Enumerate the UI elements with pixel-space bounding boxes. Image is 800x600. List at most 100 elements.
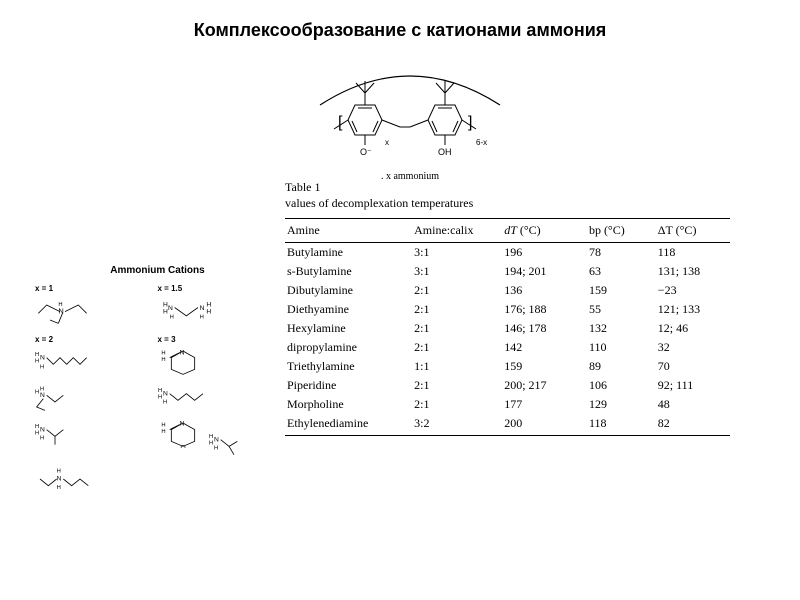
table-row: Morpholine2:117712948 (285, 395, 730, 414)
cell-amine: Hexylamine (285, 319, 412, 338)
cell-amine: Butylamine (285, 243, 412, 263)
calixarene-diagram: O⁻ [ x OH ] 6-x . x ammonium (280, 55, 540, 170)
cell-deltat: 121; 133 (656, 300, 730, 319)
svg-text:H: H (208, 441, 212, 447)
cell-dt: 194; 201 (502, 262, 587, 281)
svg-text:H: H (40, 386, 44, 392)
svg-text:N: N (213, 436, 218, 443)
svg-text:N: N (40, 426, 45, 433)
svg-text:O⁻: O⁻ (360, 147, 372, 157)
cations-heading: Ammonium Cations (35, 265, 280, 276)
cell-deltat: 70 (656, 357, 730, 376)
table-body: Butylamine3:119678118s-Butylamine3:1194;… (285, 243, 730, 436)
svg-text:H: H (206, 308, 211, 315)
table-row: Butylamine3:119678118 (285, 243, 730, 263)
cell-amine: Diethyamine (285, 300, 412, 319)
table-row: Piperidine2:1200; 21710692; 111 (285, 376, 730, 395)
col-ratio: Amine:calix (412, 219, 502, 243)
cell-bp: 78 (587, 243, 656, 263)
cell-deltat: −23 (656, 281, 730, 300)
cell-dt: 176; 188 (502, 300, 587, 319)
svg-text:H: H (57, 485, 61, 491)
cell-dt: 142 (502, 338, 587, 357)
cell-bp: 106 (587, 376, 656, 395)
cell-amine: Triethylamine (285, 357, 412, 376)
cell-deltat: 118 (656, 243, 730, 263)
structure-hexylamine: H H N H (35, 346, 118, 376)
cell-bp: 55 (587, 300, 656, 319)
svg-text:H: H (57, 468, 61, 474)
svg-text:H: H (35, 359, 39, 365)
cell-dt: 146; 178 (502, 319, 587, 338)
cell-amine: Ethylenediamine (285, 414, 412, 436)
cell-ratio: 2:1 (412, 300, 502, 319)
cell-deltat: 32 (656, 338, 730, 357)
cell-dt: 159 (502, 357, 587, 376)
svg-text:N: N (57, 476, 62, 483)
structure-s-butylamine: H H N H (35, 418, 118, 448)
svg-text:x: x (385, 138, 389, 147)
cell-bp: 89 (587, 357, 656, 376)
svg-text:H: H (208, 434, 212, 440)
svg-text:H: H (199, 314, 203, 320)
svg-text:H: H (35, 352, 39, 358)
group-label-1: x = 1.5 (158, 284, 281, 293)
bp-label: bp (589, 223, 601, 237)
cell-deltat: 131; 138 (656, 262, 730, 281)
col-amine: Amine (285, 219, 412, 243)
cell-amine: Morpholine (285, 395, 412, 414)
svg-text:N: N (199, 305, 204, 312)
structure-diethylamine: H N H (35, 382, 118, 412)
structure-ethylenediamine: H H N N H H H H (158, 295, 241, 325)
svg-text:OH: OH (438, 147, 452, 157)
cell-amine: s-Butylamine (285, 262, 412, 281)
svg-text:H: H (35, 431, 39, 437)
svg-text:H: H (58, 302, 62, 308)
page-title: Комплексообразование с катионами аммония (0, 20, 800, 41)
cell-deltat: 12; 46 (656, 319, 730, 338)
svg-text:H: H (35, 390, 39, 396)
cell-ratio: 2:1 (412, 395, 502, 414)
cell-bp: 129 (587, 395, 656, 414)
table-title: Table 1 (285, 180, 320, 195)
table-row: Ethylenediamine3:220011882 (285, 414, 730, 436)
cell-amine: Piperidine (285, 376, 412, 395)
col-dt: dT (°C) (502, 219, 587, 243)
cell-bp: 132 (587, 319, 656, 338)
cell-bp: 110 (587, 338, 656, 357)
table-row: Triethylamine1:11598970 (285, 357, 730, 376)
cations-panel: Ammonium Cations x = 1 N H x = 1.5 H H N… (35, 265, 280, 500)
structure-piperidine: N H H (158, 346, 241, 376)
svg-text:H: H (40, 436, 44, 442)
table-subtitle: values of decomplexation temperatures (285, 196, 473, 211)
svg-text:H: H (158, 388, 162, 394)
svg-text:N: N (179, 349, 184, 356)
structure-isobutylamine: H H N H (184, 428, 267, 458)
dt-unit: (°C) (520, 223, 541, 237)
svg-text:H: H (161, 350, 165, 356)
cell-ratio: 1:1 (412, 357, 502, 376)
svg-text:[: [ (338, 114, 343, 131)
svg-text:6-x: 6-x (476, 138, 487, 147)
cell-ratio: 2:1 (412, 319, 502, 338)
cell-bp: 159 (587, 281, 656, 300)
cell-deltat: 92; 111 (656, 376, 730, 395)
cell-bp: 118 (587, 414, 656, 436)
svg-text:H: H (161, 429, 165, 435)
cell-deltat: 48 (656, 395, 730, 414)
table-row: Hexylamine2:1146; 17813212; 46 (285, 319, 730, 338)
decomplexation-table: Amine Amine:calix dT (°C) bp (°C) ΔT (°C… (285, 218, 730, 436)
svg-text:H: H (161, 357, 165, 363)
structure-butylamine: H H N H (158, 382, 241, 412)
group-label-3: x = 3 (158, 335, 281, 344)
table-row: dipropylamine2:114211032 (285, 338, 730, 357)
svg-text:H: H (161, 422, 165, 428)
svg-text:H: H (40, 364, 44, 370)
group-label-2: x = 2 (35, 335, 158, 344)
cell-ratio: 3:1 (412, 243, 502, 263)
cell-dt: 200; 217 (502, 376, 587, 395)
svg-text:N: N (40, 354, 45, 361)
structure-triethylamine: N H (35, 295, 118, 325)
cell-ratio: 2:1 (412, 281, 502, 300)
cell-bp: 63 (587, 262, 656, 281)
